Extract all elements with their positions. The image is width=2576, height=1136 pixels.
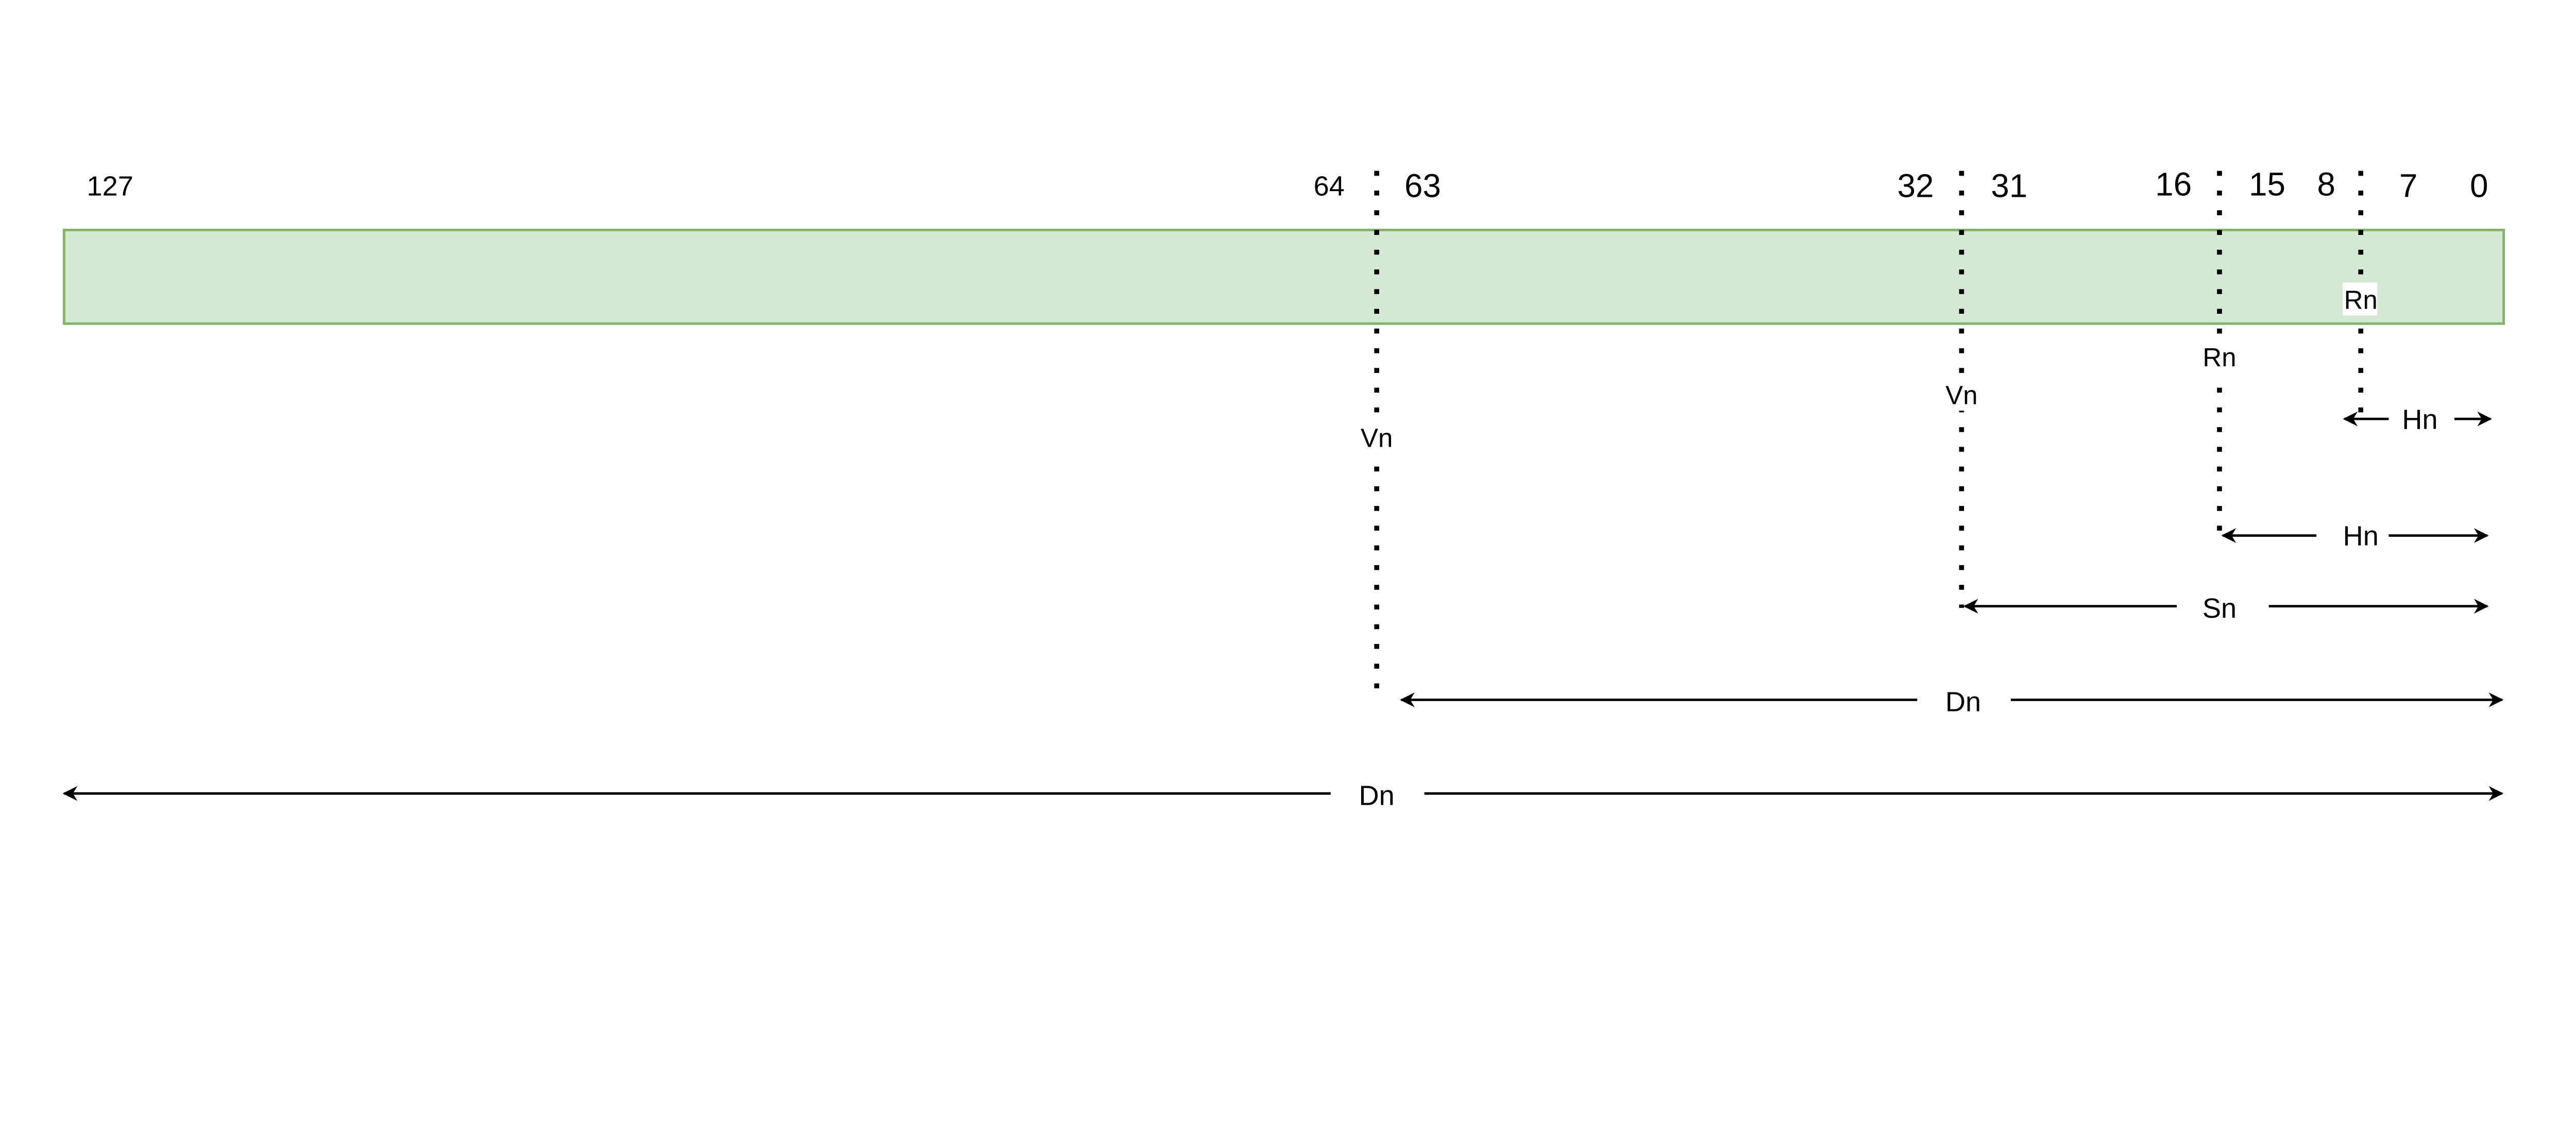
bit-label-127: 127: [87, 171, 133, 201]
bit-label-32: 32: [1897, 167, 1934, 205]
bit-label-8: 8: [2317, 165, 2335, 202]
divider-label-rn-16: Rn: [2202, 343, 2236, 372]
register-diagram: 127 64 63 32 31 16 15 8 7 0 Vn Vn Rn Rn …: [62, 165, 2505, 811]
bit-label-7: 7: [2399, 167, 2417, 205]
span-label-hn-8: Hn: [2402, 404, 2437, 435]
span-hn-16: Hn: [2221, 521, 2489, 552]
bit-label-15: 15: [2249, 165, 2285, 202]
divider-label-bg-64: [1357, 420, 1397, 454]
divider-label-bg-16: [2199, 338, 2240, 375]
divider-label-vn-64: Vn: [1361, 423, 1393, 452]
span-hn-8: Hn: [2343, 404, 2493, 435]
span-label-dn-64: Dn: [1945, 687, 1981, 718]
divider-label-bg-32: [1942, 378, 1981, 411]
divider-label-rn-8: Rn: [2344, 285, 2378, 314]
bit-label-64: 64: [1314, 171, 1345, 201]
bit-label-31: 31: [1991, 167, 2027, 205]
span-label-dn-128: Dn: [1359, 780, 1395, 811]
span-dn-64: Dn: [1400, 687, 2504, 718]
bit-label-0: 0: [2470, 167, 2488, 205]
divider-label-vn-32: Vn: [1945, 380, 1977, 410]
span-sn-32: Sn: [1963, 593, 2489, 624]
bit-label-63: 63: [1404, 167, 1441, 205]
bit-label-16: 16: [2155, 165, 2192, 202]
divider-label-bg-8: [2343, 282, 2378, 316]
span-label-sn-32: Sn: [2202, 593, 2236, 624]
span-label-hn-16: Hn: [2343, 521, 2379, 552]
span-dn-128: Dn: [62, 780, 2504, 811]
register-bar: [62, 229, 2505, 325]
